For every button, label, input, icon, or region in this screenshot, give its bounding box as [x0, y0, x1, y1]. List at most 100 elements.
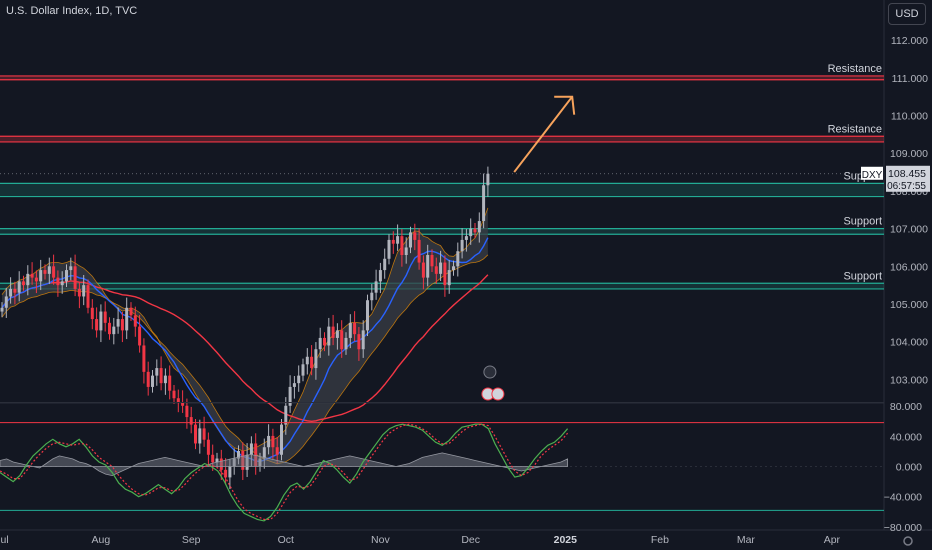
- candle: [387, 234, 391, 265]
- candle: [116, 307, 120, 334]
- candle-body: [202, 428, 206, 440]
- candle: [477, 212, 481, 243]
- resistance-zone: [0, 136, 884, 142]
- currency-button[interactable]: USD: [888, 3, 926, 25]
- candle: [206, 432, 210, 467]
- candle-body: [469, 228, 473, 237]
- osc-tick: −40.000: [884, 492, 922, 504]
- candle-body: [13, 288, 17, 293]
- candle: [288, 375, 292, 413]
- candle: [335, 323, 339, 350]
- candle: [155, 359, 159, 386]
- candle-body: [473, 228, 477, 233]
- candle: [340, 320, 344, 358]
- candle: [460, 228, 464, 259]
- resistance-label: Resistance: [828, 123, 882, 135]
- candle-body: [417, 239, 421, 263]
- candle-body: [361, 330, 365, 350]
- candle-body: [22, 281, 25, 286]
- time-tick: Dec: [461, 534, 480, 546]
- candle: [194, 418, 197, 450]
- candle-body: [168, 375, 172, 391]
- candle: [310, 345, 314, 376]
- candle: [82, 274, 86, 306]
- time-tick: Aug: [92, 534, 111, 546]
- candle-body: [439, 262, 443, 274]
- candle: [344, 332, 348, 355]
- candle-body: [194, 424, 197, 444]
- candle: [159, 356, 163, 391]
- candle: [318, 327, 322, 358]
- time-tick: Sep: [182, 534, 201, 546]
- candle: [323, 332, 326, 352]
- slow-ma-line: [1, 274, 489, 423]
- candle-body: [464, 236, 468, 240]
- candle-body: [129, 307, 133, 316]
- candle-body: [249, 443, 253, 455]
- candle: [284, 397, 288, 435]
- candle: [357, 326, 361, 361]
- candle-body: [301, 364, 305, 376]
- main-bottom: [0, 402, 884, 403]
- candle: [417, 228, 421, 270]
- resistance-label: Resistance: [828, 63, 882, 75]
- candle: [305, 348, 309, 375]
- candle-body: [103, 311, 107, 323]
- candle-body: [288, 386, 292, 406]
- candle-body: [52, 266, 56, 278]
- candle-body: [314, 349, 318, 369]
- candle: [482, 173, 486, 229]
- price-tick: 109.000: [890, 148, 928, 160]
- candle-body: [344, 337, 348, 350]
- candle-body: [452, 266, 455, 271]
- candle: [168, 365, 172, 400]
- price-tick: 104.000: [890, 337, 928, 349]
- candle: [443, 255, 447, 297]
- candle: [198, 419, 202, 454]
- symbol-box: [861, 166, 883, 180]
- candle-body: [95, 319, 99, 331]
- candle: [108, 317, 111, 340]
- candle-body: [460, 239, 464, 252]
- candle: [486, 166, 490, 197]
- candle: [0, 302, 4, 318]
- candle: [366, 294, 369, 337]
- candle: [383, 248, 387, 279]
- annotations: [481, 95, 576, 401]
- candle-body: [310, 356, 314, 369]
- candle-body: [443, 262, 447, 286]
- candle: [65, 264, 68, 288]
- candle-body: [65, 270, 68, 282]
- candle-body: [185, 405, 189, 418]
- candle-body: [280, 424, 283, 455]
- candle-body: [370, 292, 374, 301]
- candle-body: [335, 330, 339, 338]
- candle: [112, 317, 116, 345]
- candle-body: [366, 300, 369, 331]
- candle: [95, 307, 99, 338]
- us-flag-icon: [491, 387, 505, 401]
- candle-body: [151, 375, 154, 387]
- candle-body: [400, 236, 404, 255]
- candle-body: [383, 258, 387, 271]
- support-zone: [0, 283, 884, 289]
- candle: [434, 257, 438, 285]
- candle-body: [215, 458, 219, 463]
- candle-body: [391, 239, 395, 244]
- candle: [275, 437, 279, 464]
- candle: [426, 244, 430, 287]
- candle: [60, 271, 64, 294]
- candle: [69, 257, 73, 281]
- price-tick: 110.000: [891, 111, 928, 123]
- candle: [378, 262, 382, 294]
- candle-body: [206, 439, 210, 455]
- forecast-arrow: [513, 96, 573, 173]
- candle: [254, 433, 258, 475]
- price-box: [886, 165, 930, 192]
- time-tick: Jul: [0, 534, 9, 546]
- candle-body: [404, 247, 408, 255]
- candle-body: [43, 270, 47, 274]
- candle: [176, 389, 180, 413]
- time-tick: Feb: [651, 534, 669, 546]
